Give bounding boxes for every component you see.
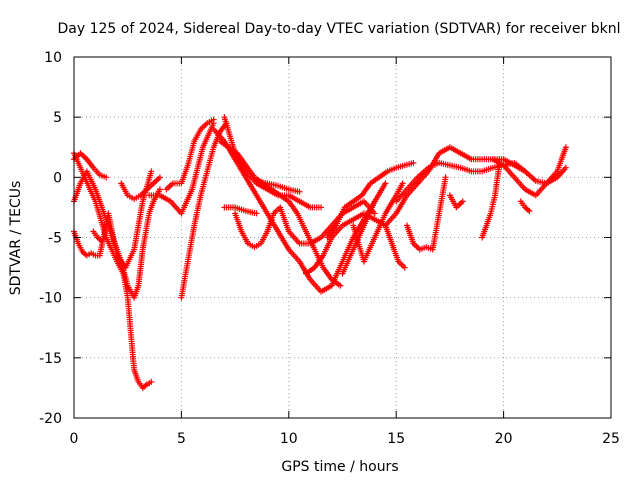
x-tick-label: 5 [177,431,186,447]
data-point [296,188,303,195]
x-tick-label: 25 [602,431,620,447]
data-point [148,168,155,175]
data-point [459,198,466,205]
series-arc-23 [414,144,529,187]
data-point [98,238,105,245]
series-arc-27 [517,198,533,215]
data-point [156,186,163,193]
series-arc-20 [382,222,408,271]
series-arc-26 [489,144,569,199]
data-point [562,144,569,151]
data-point [148,378,155,385]
y-tick-label: -10 [39,291,62,307]
data-series [71,114,569,391]
data-point [526,208,533,215]
data-point [210,116,217,123]
data-point [318,204,325,211]
data-point [401,264,408,271]
x-tick-label: 20 [495,431,513,447]
data-point [337,282,344,289]
data-point [442,174,449,181]
grid-lines [74,57,611,418]
y-tick-label: -20 [39,411,62,427]
data-point [399,180,406,187]
data-point [156,174,163,181]
series-arc-19 [350,180,406,265]
data-point [103,174,110,181]
x-tick-label: 15 [387,431,405,447]
series-arc-6 [118,174,163,202]
axis-ticks: 0 5 10 15 20 25 -20 -15 -10 -5 0 5 10 [39,50,620,447]
series-arc-3 [71,168,155,271]
data-point [253,210,260,217]
series-arc-14 [232,198,378,251]
data-point [562,164,569,171]
y-tick-label: 0 [53,170,62,186]
y-axis-label: SDTVAR / TECUs [8,181,24,296]
x-axis-label: GPS time / hours [281,459,398,475]
x-tick-label: 10 [280,431,298,447]
series-arc-8 [163,116,217,193]
series-arc-25 [479,162,503,241]
series-arc-5 [90,228,105,245]
data-point [382,180,389,187]
chart-title: Day 125 of 2024, Sidereal Day-to-day VTE… [58,21,621,37]
data-point [522,168,529,175]
y-tick-label: 5 [53,110,62,126]
series-arc-24 [446,192,466,211]
data-point [410,159,417,166]
series-arc-13 [221,204,260,217]
y-tick-label: -15 [39,351,62,367]
series-arc-15 [253,177,303,195]
series-arc-22 [403,174,449,253]
series-arc-17 [324,159,417,241]
y-tick-label: 10 [44,50,62,66]
x-tick-label: 0 [70,431,79,447]
y-tick-label: -5 [48,231,62,247]
series-arc-7 [146,120,217,217]
data-point [371,210,378,217]
